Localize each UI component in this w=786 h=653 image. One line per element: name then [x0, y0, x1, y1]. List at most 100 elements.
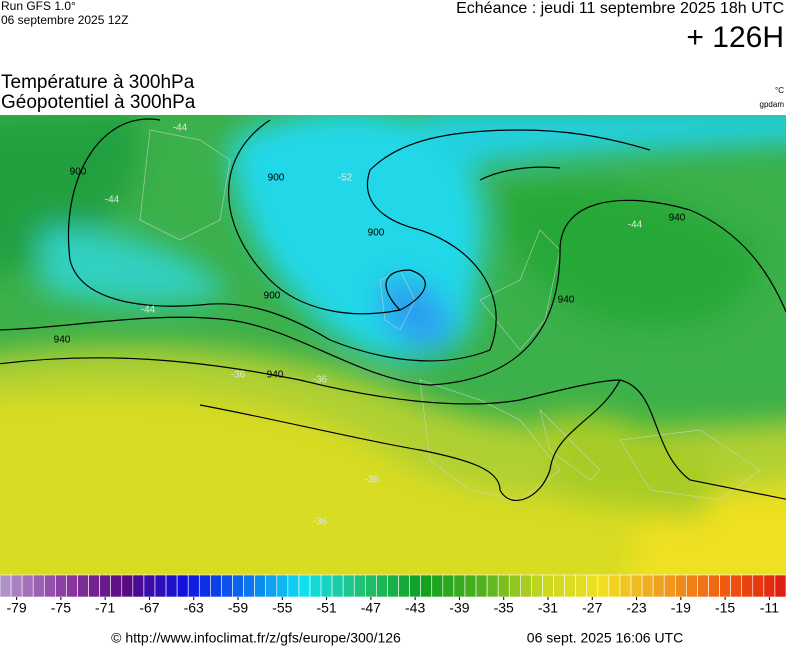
- contour-label: 900: [368, 228, 385, 239]
- colorbar-swatch: [409, 574, 421, 598]
- isotherm-label: -44: [141, 305, 156, 316]
- isotherm-label: -44: [173, 123, 188, 134]
- unit-temperature: °C: [775, 86, 784, 95]
- colorbar-swatch: [697, 574, 709, 598]
- isotherm-label: -52: [338, 173, 353, 184]
- colorbar-swatch: [353, 574, 366, 598]
- colorbar-swatch: [132, 574, 145, 598]
- unit-geopotential: gpdam: [760, 100, 785, 109]
- colorbar-swatch: [376, 574, 388, 598]
- contour-label: 900: [268, 173, 285, 184]
- colorbar-swatch: [520, 574, 532, 598]
- colorbar-swatch: [320, 574, 333, 598]
- colorbar-swatch: [763, 574, 776, 598]
- colorbar-swatch: [597, 574, 610, 598]
- colorbar-swatch: [708, 574, 720, 598]
- colorbar-swatch: [497, 574, 510, 598]
- colorbar-swatch: [99, 574, 112, 598]
- colorbar-swatch: [531, 574, 543, 598]
- colorbar-tick-label: -43: [405, 600, 425, 616]
- contour-label: 940: [669, 213, 686, 224]
- colorbar-swatch: [254, 574, 266, 598]
- colorbar-swatch: [774, 574, 786, 598]
- colorbar-swatch: [210, 574, 222, 598]
- run-date: 06 septembre 2025 12Z: [1, 13, 128, 27]
- colorbar-swatch: [686, 574, 698, 598]
- colorbar-swatch: [287, 574, 300, 598]
- isotherm-label: -36: [313, 517, 328, 528]
- colorbar-swatch: [0, 574, 12, 598]
- colorbar-swatch: [331, 574, 344, 598]
- colorbar-swatch: [420, 574, 433, 598]
- colorbar-tick-label: -31: [538, 600, 558, 616]
- colorbar-swatch: [442, 574, 455, 598]
- colorbar-swatch: [43, 574, 56, 598]
- colorbar-swatch: [453, 574, 466, 598]
- colorbar-swatch: [165, 574, 178, 598]
- colorbar-swatch: [608, 574, 621, 598]
- colorbar-swatch: [542, 574, 554, 598]
- colorbar-swatch: [121, 574, 134, 598]
- colorbar-swatch: [641, 574, 654, 598]
- isotherm-label: -36: [365, 475, 380, 486]
- colorbar-swatch: [198, 574, 211, 598]
- colorbar-swatch: [431, 574, 444, 598]
- colorbar-tick-label: -35: [494, 600, 514, 616]
- colorbar-swatch: [752, 574, 765, 598]
- colorbar-tick-label: -71: [95, 600, 115, 616]
- colorbar-swatch: [387, 574, 399, 598]
- isotherm-label: -44: [105, 195, 120, 206]
- colorbar-swatch: [143, 574, 156, 598]
- colorbar-tick-label: -23: [626, 600, 646, 616]
- colorbar-tick-label: -59: [228, 600, 248, 616]
- footer-date: 06 sept. 2025 16:06 UTC: [527, 630, 683, 646]
- colorbar-swatch: [365, 574, 377, 598]
- colorbar-swatch: [475, 574, 488, 598]
- colorbar-swatch: [564, 574, 576, 598]
- colorbar-swatch: [342, 574, 355, 598]
- colorbar-swatch: [663, 574, 676, 598]
- run-label: Run GFS 1.0°: [1, 0, 76, 13]
- colorbar-tick-label: -63: [184, 600, 204, 616]
- footer-url: © http://www.infoclimat.fr/z/gfs/europe/…: [111, 630, 401, 646]
- colorbar-swatch: [32, 574, 45, 598]
- isotherm-label: -44: [628, 220, 643, 231]
- colorbar-swatch: [674, 574, 687, 598]
- colorbar-swatch: [265, 574, 278, 598]
- colorbar-tick-label: -15: [715, 600, 735, 616]
- colorbar-swatch: [553, 574, 565, 598]
- colorbar-tick-label: -11: [760, 600, 779, 616]
- colorbar-tick-label: -47: [361, 600, 381, 616]
- colorbar-tick-label: -19: [671, 600, 691, 616]
- colorbar-swatch: [21, 574, 34, 598]
- contour-label: 900: [264, 291, 281, 302]
- lead-time: + 126H: [686, 21, 784, 54]
- colorbar-tick-label: -51: [316, 600, 336, 616]
- contour-label: 940: [558, 295, 575, 306]
- colorbar-swatch: [652, 574, 665, 598]
- contour-label: 940: [267, 370, 284, 381]
- colorbar-swatch: [575, 574, 588, 598]
- title-temperature: Température à 300hPa: [1, 72, 195, 93]
- colorbar-swatch: [55, 574, 67, 598]
- colorbar-swatch: [298, 574, 311, 598]
- geopotential-contours: [0, 118, 786, 501]
- colorbar-tick-label: -55: [272, 600, 292, 616]
- colorbar-swatch: [10, 574, 23, 598]
- colorbar-swatch: [398, 574, 410, 598]
- colorbar-swatch: [232, 574, 244, 598]
- contour-label: 900: [70, 167, 87, 178]
- map: [0, 115, 786, 575]
- colorbar-tick-label: -39: [449, 600, 469, 616]
- colorbar-swatch: [110, 574, 123, 598]
- contour-label: 940: [54, 335, 71, 346]
- colorbar-swatch: [464, 574, 477, 598]
- colorbar-swatch: [586, 574, 599, 598]
- isotherm-label: -36: [313, 375, 328, 386]
- valid-time: Echéance : jeudi 11 septembre 2025 18h U…: [456, 0, 784, 17]
- colorbar-tick-label: -27: [582, 600, 602, 616]
- colorbar-tick-label: -75: [51, 600, 71, 616]
- colorbar-swatch: [176, 574, 189, 598]
